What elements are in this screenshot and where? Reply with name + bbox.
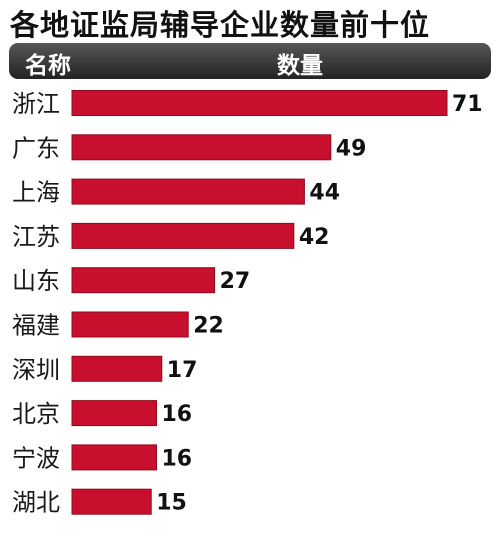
bar <box>71 488 152 515</box>
value-label: 42 <box>299 225 330 250</box>
bar <box>71 90 448 116</box>
category-label: 广东 <box>12 134 60 162</box>
value-label: 16 <box>162 446 193 471</box>
value-label: 16 <box>162 402 193 427</box>
bar-chart: 浙江 71 广东 49 上海 44 江苏 42 山东 27 福建 22 深圳 17 北京 16 宁波 16 湖北 15 <box>12 90 483 517</box>
value-label: 44 <box>309 181 340 206</box>
bar <box>71 444 158 471</box>
bar <box>71 267 216 294</box>
category-label: 江苏 <box>12 223 60 251</box>
bar <box>71 355 163 382</box>
category-label: 湖北 <box>12 489 60 517</box>
value-label: 27 <box>220 269 251 294</box>
value-label: 71 <box>452 92 483 117</box>
category-label: 深圳 <box>12 356 60 384</box>
bar <box>71 400 158 427</box>
bar <box>71 222 295 249</box>
header-count-column: 数量 <box>277 53 323 79</box>
value-label: 49 <box>336 136 367 161</box>
header-name-column: 名称 <box>25 53 71 79</box>
value-label: 22 <box>193 314 224 339</box>
category-label: 山东 <box>12 267 60 295</box>
category-label: 浙江 <box>12 90 60 118</box>
bar <box>71 311 189 338</box>
bar <box>71 178 305 205</box>
chart-title: 各地证监局辅导企业数量前十位 <box>10 8 431 42</box>
category-label: 北京 <box>12 400 60 428</box>
table-header: 名称 数量 <box>9 43 491 79</box>
category-label: 宁波 <box>12 444 60 472</box>
value-label: 17 <box>167 358 198 383</box>
category-label: 上海 <box>12 179 60 207</box>
value-label: 15 <box>156 491 187 516</box>
category-label: 福建 <box>12 312 60 340</box>
bar <box>71 134 332 161</box>
